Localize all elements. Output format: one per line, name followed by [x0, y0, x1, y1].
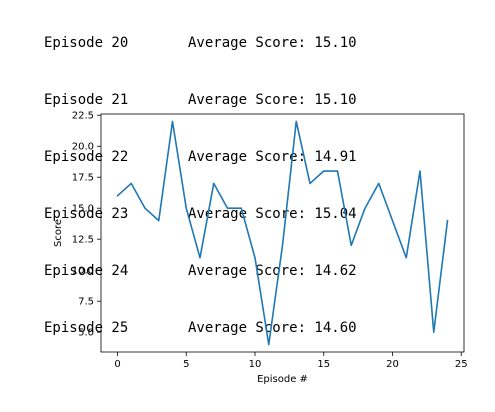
y-tick-label: 17.5: [72, 173, 94, 184]
y-tick-label: 22.5: [72, 111, 94, 122]
x-tick-label: 10: [249, 359, 262, 370]
x-tick-label: 5: [183, 359, 189, 370]
series-line: [118, 121, 448, 344]
x-tick-label: 0: [114, 359, 120, 370]
y-tick-label: 10.0: [72, 266, 94, 277]
y-tick-label: 20.0: [72, 142, 94, 153]
y-tick-label: 15.0: [72, 204, 94, 215]
x-tick-label: 25: [455, 359, 468, 370]
y-tick-label: 12.5: [72, 235, 94, 246]
x-tick-label: 15: [317, 359, 330, 370]
y-axis-label: Score: [53, 219, 64, 247]
y-tick-label: 5.0: [78, 328, 94, 339]
y-tick-label: 7.5: [78, 297, 94, 308]
x-tick-label: 20: [386, 359, 399, 370]
x-axis-label: Episode #: [257, 374, 308, 385]
